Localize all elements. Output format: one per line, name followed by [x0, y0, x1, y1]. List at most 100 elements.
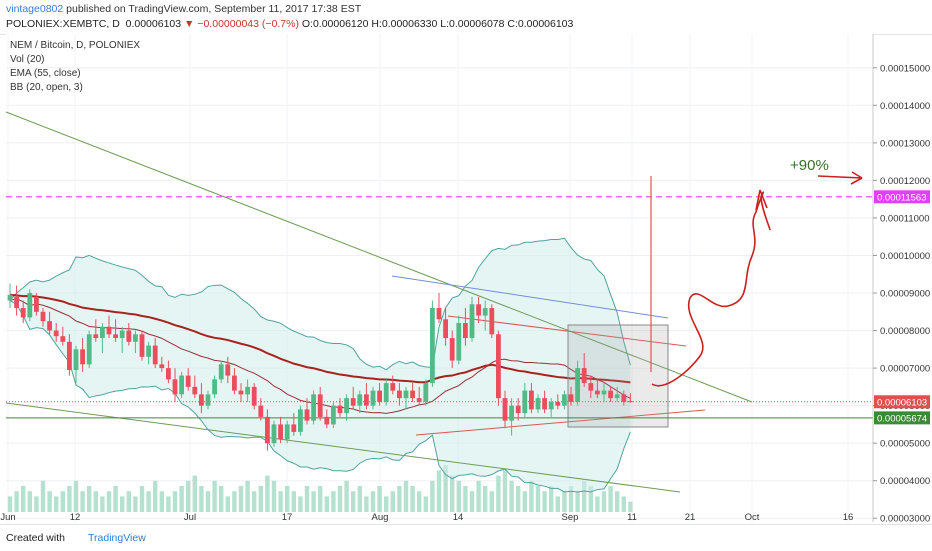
volume-bar	[106, 491, 112, 512]
volume-bar	[146, 491, 151, 512]
gain-annotation: +90%	[790, 157, 829, 174]
target-price-tag-text: 0.00011563	[877, 192, 927, 203]
volume-bar	[318, 486, 323, 512]
x-tick-label: Aug	[372, 512, 389, 523]
volume-bar	[489, 491, 494, 512]
candle-body	[100, 326, 105, 339]
volume-bar	[186, 480, 191, 512]
volume-bar	[93, 491, 98, 512]
candle-body	[271, 424, 277, 444]
candle-body	[159, 364, 165, 369]
volume-bar	[417, 491, 422, 512]
volume-bar	[568, 486, 574, 512]
candle-body	[608, 390, 613, 399]
publish-info: published on TradingView.com, September …	[66, 3, 362, 15]
candle-body	[383, 383, 389, 402]
volume-bar	[516, 486, 521, 512]
price-chart[interactable]: 0.00015000 0.00014000 0.00013000 0.00012000…	[0, 34, 932, 524]
down-arrow-icon: ▼	[184, 18, 195, 30]
candle-body	[529, 390, 534, 410]
x-tick-label: 14	[453, 512, 464, 523]
candle-body	[463, 323, 468, 339]
candle-body	[93, 334, 99, 339]
candle-body	[397, 390, 402, 399]
candle-body	[73, 349, 79, 370]
candle-body	[502, 398, 508, 421]
hand-drawn-arrow-head	[755, 189, 768, 211]
candle-body	[304, 409, 310, 421]
x-tick-label: 11	[627, 512, 637, 523]
volume-bar	[483, 486, 488, 512]
volume-bar	[172, 491, 178, 512]
candle-body	[258, 405, 264, 417]
volume-bar	[238, 486, 244, 512]
volume-bar	[529, 480, 534, 512]
candle-body	[225, 364, 231, 376]
volume-bar	[219, 486, 224, 512]
y-tick-label: 0.00003000	[880, 514, 930, 524]
volume-bar	[410, 486, 415, 512]
candle-body	[522, 390, 528, 414]
candle-body	[205, 394, 211, 406]
volume-bar	[133, 496, 138, 512]
volume-bar	[21, 486, 26, 512]
volume-bar	[357, 486, 362, 512]
volume-bar	[423, 496, 428, 512]
candle-body	[515, 405, 521, 414]
target-arrow	[817, 171, 863, 185]
hand-drawn-path	[651, 191, 771, 387]
volume-bar	[430, 480, 435, 512]
candle-body	[337, 405, 343, 414]
volume-bar	[60, 491, 65, 512]
tradingview-logo[interactable]: TradingView	[88, 532, 146, 544]
y-tick-label: 0.00009000	[880, 289, 930, 300]
candle-body	[436, 308, 442, 320]
candle-body	[265, 416, 270, 444]
volume-bar	[331, 491, 336, 512]
volume-bar	[456, 480, 461, 512]
y-tick-label: 0.00007000	[880, 364, 930, 375]
candle-body	[489, 308, 495, 335]
current-price-tag	[874, 395, 930, 409]
volume-bar	[166, 496, 171, 512]
volume-bar	[390, 491, 395, 512]
legend-title[interactable]: NEM / Bitcoin, D, POLONIEX	[10, 40, 141, 51]
candle-body	[245, 386, 250, 395]
candle-body	[403, 390, 409, 399]
volume-bar	[225, 496, 230, 512]
author-link[interactable]: vintage0802	[6, 3, 64, 15]
ohlc-values: O:0.00006120 H:0.00006330 L:0.00006078 C…	[301, 18, 574, 30]
legend-volume[interactable]: Vol (20)	[10, 54, 45, 65]
volume-bar	[628, 501, 633, 512]
y-tick-label: 0.00012000	[880, 176, 930, 187]
candle-body	[251, 386, 257, 406]
volume-bar	[265, 475, 270, 512]
price-axis[interactable]: 0.00015000 0.00014000 0.00013000 0.00012000…	[872, 34, 930, 524]
volume-bar	[271, 480, 277, 512]
volume-bar	[304, 486, 310, 512]
candle-body	[614, 394, 620, 399]
candle-body	[595, 390, 600, 395]
legend-ema[interactable]: EMA (55, close)	[10, 68, 81, 79]
chart-header: vintage0802 published on TradingView.com…	[0, 0, 932, 35]
time-axis[interactable]: Jun 12 Jul 17 Aug 14 Sep 11 21 Oct 16	[0, 512, 853, 523]
candle-body	[212, 379, 217, 395]
x-tick-label: 16	[843, 512, 854, 523]
volume-bar	[34, 496, 39, 512]
current-price-tag-text: 0.00006103	[877, 397, 927, 408]
candle-body	[562, 394, 567, 406]
volume-bar	[575, 491, 580, 512]
y-tick-label: 0.00005000	[880, 439, 930, 450]
candle-body	[14, 296, 19, 309]
legend-bb[interactable]: BB (20, open, 3)	[10, 82, 83, 93]
volume-bar	[549, 486, 554, 512]
volume-bar	[542, 491, 547, 512]
volume-bar	[615, 491, 620, 512]
target-price-tag	[874, 190, 930, 204]
candles	[7, 283, 633, 451]
candle-body	[581, 368, 587, 384]
volume-bar	[601, 491, 607, 512]
volume-bar	[496, 475, 501, 512]
candle-body	[67, 341, 72, 370]
y-tick-label: 0.00010000	[880, 251, 930, 262]
